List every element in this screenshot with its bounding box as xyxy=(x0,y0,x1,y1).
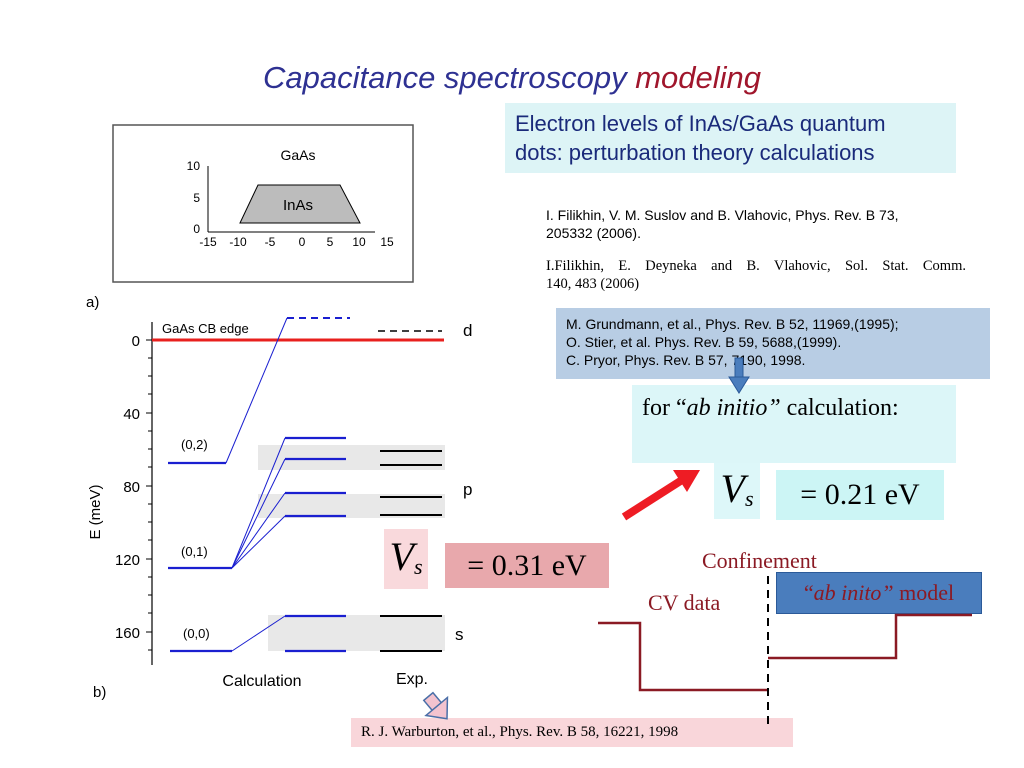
level-label-s: s xyxy=(455,625,464,644)
figure-b-ytick: 160 xyxy=(115,625,140,642)
slide-title: Capacitance spectroscopy modeling xyxy=(0,60,1024,96)
warburton-reference: R. J. Warburton, et al., Phys. Rev. B 58… xyxy=(351,718,793,747)
pink-down-arrow-icon xyxy=(422,691,449,720)
p-band-upper xyxy=(258,445,445,470)
ref1-line1: I. Filikhin, V. M. Suslov and B. Vlahovi… xyxy=(546,207,899,223)
reference-filikhin-prb: I. Filikhin, V. M. Suslov and B. Vlahovi… xyxy=(546,206,986,242)
figure-a-xtick: 0 xyxy=(299,235,306,249)
calc-levels xyxy=(168,317,346,653)
ab-initio-term: ab initio” xyxy=(686,395,781,421)
figure-a-inner-label: InAs xyxy=(283,197,313,214)
state-label: (0,2) xyxy=(181,437,208,452)
figure-a-xtick: 15 xyxy=(380,235,394,249)
references-box: M. Grundmann, et al., Phys. Rev. B 52, 1… xyxy=(556,308,990,379)
cb-edge-label: GaAs CB edge xyxy=(162,321,249,336)
description-box: Electron levels of InAs/GaAs quantum dot… xyxy=(505,103,956,173)
level-label-p: p xyxy=(463,480,472,499)
vs-left-value: = 0.31 eV xyxy=(445,543,609,588)
ab-initio-prefix: for “ xyxy=(642,395,687,421)
figure-b-label: b) xyxy=(93,684,106,701)
figure-b-ytick: 120 xyxy=(115,552,140,569)
figure-a-top-label: GaAs xyxy=(280,147,315,163)
refbox-line1: M. Grundmann, et al., Phys. Rev. B 52, 1… xyxy=(566,316,899,332)
ref1-line2: 205332 (2006). xyxy=(546,225,641,241)
cv-data-label: CV data xyxy=(648,590,721,615)
cv-data-curve xyxy=(598,621,768,692)
confinement-label: Confinement xyxy=(702,548,817,573)
title-part2: modeling xyxy=(635,60,762,95)
ab-initio-box: for “ab initio” calculation: xyxy=(632,385,956,463)
state-label: (0,0) xyxy=(183,626,210,641)
ref2-line1: I.Filikhin, E. Deyneka and B. Vlahovic, … xyxy=(546,258,966,274)
model-box: “ab inito” model xyxy=(776,572,982,614)
vs-right-value: = 0.21 eV xyxy=(776,470,944,520)
down-arrow-icon xyxy=(728,357,750,394)
title-part1: Capacitance spectroscopy xyxy=(262,60,627,95)
figure-a-inas-dot xyxy=(239,184,361,224)
x-label-exp: Exp. xyxy=(396,671,428,688)
vs-v: V xyxy=(720,466,745,511)
s-band xyxy=(268,615,445,651)
figure-a-ytick: 5 xyxy=(193,191,200,205)
vs-s: s xyxy=(744,486,754,512)
model-open-quote: “ xyxy=(803,580,814,605)
figure-a-ytick: 0 xyxy=(193,222,200,236)
model-suffix: model xyxy=(893,580,955,605)
model-curve xyxy=(768,613,972,660)
figure-b-ytick: 0 xyxy=(132,333,140,350)
figure-a-xtick: 10 xyxy=(352,235,366,249)
figure-a-xtick: 5 xyxy=(327,235,334,249)
description-line1: Electron levels of InAs/GaAs quantum xyxy=(515,111,886,136)
figure-a-xtick: -10 xyxy=(229,235,247,249)
red-arrow-icon xyxy=(621,470,700,521)
figure-b-y-axis-label: E (meV) xyxy=(87,484,104,539)
exp-levels xyxy=(380,450,442,652)
model-term: ab inito” xyxy=(813,580,894,605)
figure-a-xtick: -5 xyxy=(265,235,276,249)
description-line2: dots: perturbation theory calculations xyxy=(515,140,875,165)
ref2-line2: 140, 483 (2006) xyxy=(546,276,640,292)
reference-filikhin-ssc: I.Filikhin, E. Deyneka and B. Vlahovic, … xyxy=(546,257,966,293)
figure-a-ytick: 10 xyxy=(187,159,201,173)
figure-b-minor-ticks xyxy=(146,339,152,651)
figure-b-ytick: 40 xyxy=(123,406,140,423)
figure-a-label: a) xyxy=(86,294,99,311)
refbox-line3: C. Pryor, Phys. Rev. B 57, 7190, 1998. xyxy=(566,352,806,368)
ab-initio-suffix: calculation: xyxy=(780,395,899,421)
vs-symbol-left: Vs xyxy=(384,529,428,589)
vs-symbol-right: Vs xyxy=(714,463,760,519)
figure-a-xtick: -15 xyxy=(199,235,217,249)
vs-v: V xyxy=(389,534,414,579)
x-label-calculation: Calculation xyxy=(222,673,301,690)
vs-s: s xyxy=(413,554,423,580)
level-label-d: d xyxy=(463,321,472,340)
refbox-line2: O. Stier, et al. Phys. Rev. B 59, 5688,(… xyxy=(566,334,842,350)
state-label: (0,1) xyxy=(181,544,208,559)
figure-b-ytick: 80 xyxy=(123,479,140,496)
